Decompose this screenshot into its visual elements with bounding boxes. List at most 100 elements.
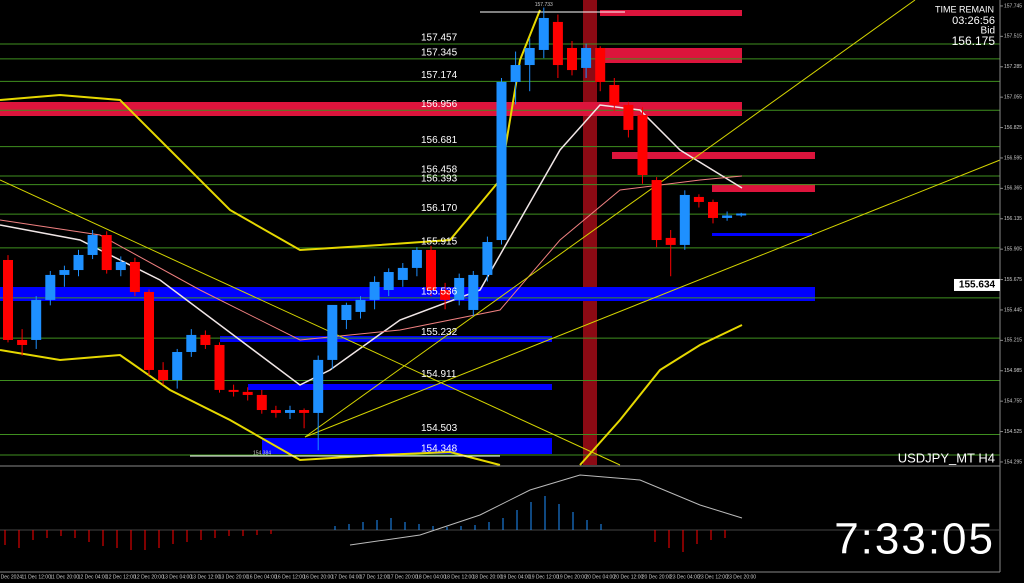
y-tick-label: 154.985 xyxy=(1004,368,1022,374)
x-tick-label: 18 Dec 04:00 xyxy=(416,574,446,580)
candle-body xyxy=(256,394,267,411)
trend-line xyxy=(304,159,1001,438)
candle-body xyxy=(736,213,747,216)
x-tick-label: 23 Dec 20:00 xyxy=(726,574,756,580)
candle-body xyxy=(285,410,295,413)
supply-zone xyxy=(600,48,742,63)
lower-band xyxy=(0,349,501,466)
trend-line xyxy=(304,0,916,438)
supply-zone xyxy=(612,152,815,159)
level-label: 154.348 xyxy=(421,444,458,455)
y-tick-label: 154.295 xyxy=(1004,459,1022,465)
demand-zone xyxy=(712,233,812,236)
candle-body xyxy=(73,254,84,271)
y-tick-label: 154.755 xyxy=(1004,398,1022,404)
candle-body xyxy=(158,369,169,381)
candle-body xyxy=(313,359,324,413)
candle-body xyxy=(214,344,225,390)
level-label: 154.911 xyxy=(421,369,457,380)
y-tick-label: 157.055 xyxy=(1004,94,1022,100)
candle-body xyxy=(482,242,493,275)
clock: 7:33:05 xyxy=(834,515,995,564)
x-tick-label: 18 Dec 12:00 xyxy=(444,574,474,580)
candle-body xyxy=(87,235,98,255)
level-label: 157.345 xyxy=(421,47,458,58)
current-price: 155.634 xyxy=(959,280,996,291)
demand-zone xyxy=(0,287,815,301)
x-tick-label: 23 Dec 12:00 xyxy=(698,574,728,580)
candle-body xyxy=(440,289,451,300)
candle-body xyxy=(355,299,366,312)
x-tick-label: 19 Dec 20:00 xyxy=(557,574,587,580)
candle-body xyxy=(595,47,606,82)
candle-body xyxy=(200,334,211,345)
candle-body xyxy=(468,274,479,310)
candle-body xyxy=(101,235,112,271)
y-tick-label: 157.745 xyxy=(1004,3,1022,9)
candle-body xyxy=(651,180,662,241)
demand-zone xyxy=(262,438,552,454)
time-remain-label: TIME REMAIN xyxy=(935,4,994,14)
candle-body xyxy=(31,299,42,340)
x-tick-label: 11 Dec 20:00 xyxy=(50,574,80,580)
x-tick-label: 23 Dec 04:00 xyxy=(670,574,700,580)
upper-band xyxy=(0,9,541,252)
x-tick-label: 13 Dec 12:00 xyxy=(191,574,221,580)
level-label: 155.536 xyxy=(421,287,458,298)
low-label: 154.384 xyxy=(253,451,271,457)
x-tick-label: 13 Dec 04:00 xyxy=(162,574,192,580)
y-tick-label: 155.905 xyxy=(1004,246,1022,252)
trend-line xyxy=(0,179,621,466)
bar xyxy=(334,496,602,530)
demand-zone xyxy=(220,336,552,342)
lower-band xyxy=(579,324,743,466)
candle-body xyxy=(369,281,380,300)
candle-body xyxy=(3,259,13,340)
candle-body xyxy=(144,291,154,370)
x-tick-label: 17 Dec 12:00 xyxy=(360,574,390,580)
y-tick-label: 155.675 xyxy=(1004,277,1022,283)
y-tick-label: 154.525 xyxy=(1004,429,1022,435)
x-tick-label: 19 Dec 12:00 xyxy=(529,574,559,580)
candle-body xyxy=(411,249,422,268)
x-tick-label: 16 Dec 04:00 xyxy=(247,574,277,580)
candle-body xyxy=(510,65,521,82)
y-tick-label: 155.215 xyxy=(1004,338,1022,344)
level-label: 156.681 xyxy=(421,135,458,146)
candle-body xyxy=(228,389,239,392)
candle-body xyxy=(45,274,56,300)
candle-body xyxy=(242,391,253,395)
candle-body xyxy=(524,47,535,66)
high-label: 157.733 xyxy=(535,2,553,8)
candle-body xyxy=(186,334,197,352)
x-tick-label: 19 Dec 04:00 xyxy=(501,574,531,580)
x-tick-label: 17 Dec 20:00 xyxy=(388,574,418,580)
positive-bars xyxy=(334,496,602,530)
bid: 156.175 xyxy=(952,34,996,48)
bid-label: Bid xyxy=(981,26,995,37)
supply-zone xyxy=(600,10,742,16)
candle-body xyxy=(59,270,70,275)
candle-body xyxy=(623,104,634,130)
candle-body xyxy=(426,249,436,290)
bar xyxy=(4,530,726,552)
candle-body xyxy=(383,272,394,290)
level-label: 154.503 xyxy=(421,423,458,434)
y-tick-label: 156.365 xyxy=(1004,186,1022,192)
x-tick-label: 16 Dec 20:00 xyxy=(303,574,333,580)
candle-body xyxy=(609,84,620,105)
candle-body xyxy=(129,261,140,292)
candle-body xyxy=(299,410,310,413)
x-tick-label: 12 Dec 04:00 xyxy=(78,574,108,580)
y-tick-label: 157.515 xyxy=(1004,34,1022,40)
y-tick-label: 155.445 xyxy=(1004,307,1022,313)
x-tick-label: 13 Dec 20:00 xyxy=(219,574,249,580)
candle-body xyxy=(496,81,507,241)
candle-body xyxy=(581,47,592,68)
candle-body xyxy=(115,261,126,271)
x-tick-label: 20 Dec 12:00 xyxy=(614,574,644,580)
signal-line xyxy=(349,474,743,546)
candle-body xyxy=(708,201,718,218)
